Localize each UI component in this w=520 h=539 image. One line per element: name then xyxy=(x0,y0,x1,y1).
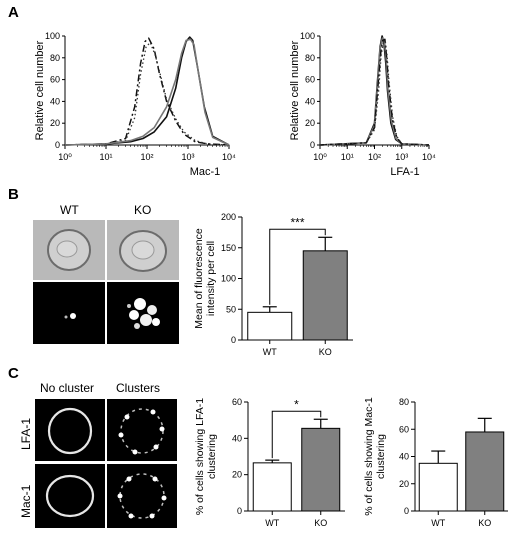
x-tick-label: 10⁴ xyxy=(222,152,236,162)
x-tick-label: KO xyxy=(314,518,327,528)
significance-label: * xyxy=(294,397,299,411)
y-tick-label: 0 xyxy=(310,140,315,150)
x-tick-label: 10⁰ xyxy=(58,152,72,162)
significance-bracket xyxy=(269,228,326,305)
x-axis-label: Mac-1 xyxy=(190,166,221,178)
micrograph-col-label-clusters: Clusters xyxy=(116,381,161,395)
micrograph-label-ko: KO xyxy=(134,203,152,217)
bar-ko xyxy=(302,250,348,341)
y-axis-label: % of cells showing LFA-1clustering xyxy=(194,398,218,515)
y-tick-label: 0 xyxy=(231,335,236,345)
significance-label: *** xyxy=(290,215,304,229)
panel-letter-b: B xyxy=(8,186,19,203)
bar-wt xyxy=(252,462,292,512)
micrograph-c-mac1-clusters xyxy=(107,464,177,528)
bar-chart-lfa1-clustering: 0 20 40 60 WT KO * % of cells showing LFA-1clus… xyxy=(194,397,345,528)
x-tick-label: WT xyxy=(265,518,279,528)
micrograph-b-brightfield-wt xyxy=(33,220,105,280)
series-line-4 xyxy=(64,38,230,146)
micrograph-col-label-no-cluster: No cluster xyxy=(40,381,95,395)
x-tick-label: 10³ xyxy=(181,152,194,162)
significance-bracket xyxy=(271,410,322,459)
y-axis-label: Relative cell number xyxy=(289,40,301,140)
series-line-3 xyxy=(319,38,430,146)
x-tick-label: KO xyxy=(478,518,491,528)
y-tick-label: 100 xyxy=(45,31,60,41)
micrograph-b-brightfield-ko xyxy=(107,220,179,280)
bar-wt xyxy=(418,462,458,512)
x-tick-label: KO xyxy=(319,347,332,357)
micrograph-label-wt: WT xyxy=(60,203,79,217)
y-tick-label: 20 xyxy=(305,118,315,128)
x-tick-label: WT xyxy=(263,347,277,357)
y-axis-label: % of cells showing Mac-1clustering xyxy=(363,397,387,516)
panel-letter-c: C xyxy=(8,365,19,382)
x-tick-label: 10² xyxy=(368,152,381,162)
y-tick-label: 50 xyxy=(226,304,236,314)
y-axis-label: Relative cell number xyxy=(34,40,46,140)
y-tick-label: 80 xyxy=(50,53,60,63)
x-tick-label: WT xyxy=(431,518,445,528)
series-line-1 xyxy=(64,37,230,146)
series-line-3 xyxy=(64,36,230,146)
y-tick-label: 60 xyxy=(399,424,409,434)
x-tick-label: 10⁰ xyxy=(313,152,327,162)
bar-ko xyxy=(301,427,341,512)
y-tick-label: 40 xyxy=(399,452,409,462)
x-tick-label: 10¹ xyxy=(99,152,112,162)
micrograph-b-fluorescence-wt xyxy=(33,282,105,344)
micrograph-c-lfa1-clusters xyxy=(107,399,177,461)
y-tick-label: 0 xyxy=(404,506,409,516)
y-tick-label: 20 xyxy=(50,118,60,128)
series-line-2 xyxy=(64,41,230,146)
panel-letter-a: A xyxy=(8,4,19,21)
y-tick-label: 40 xyxy=(232,433,242,443)
y-tick-label: 0 xyxy=(55,140,60,150)
y-tick-label: 0 xyxy=(237,506,242,516)
y-tick-label: 20 xyxy=(232,470,242,480)
y-tick-label: 20 xyxy=(399,479,409,489)
micrograph-b-fluorescence-ko xyxy=(107,282,179,344)
y-tick-label: 80 xyxy=(399,397,409,407)
y-tick-label: 200 xyxy=(221,212,236,222)
micrograph-c-mac1-no-cluster xyxy=(35,464,105,528)
micrograph-c-lfa1-no-cluster xyxy=(35,399,105,461)
x-tick-label: 10³ xyxy=(395,152,408,162)
bar-chart-fluorescence: 0 50 100 150 200 WT KO *** Mean of fluorescencei… xyxy=(193,212,353,357)
y-tick-label: 100 xyxy=(300,31,315,41)
series-line-4 xyxy=(319,40,430,146)
y-axis-label: Mean of fluorescenceintensity per cell xyxy=(193,228,217,329)
x-axis-label: LFA-1 xyxy=(390,166,419,178)
x-tick-label: 10⁴ xyxy=(422,152,436,162)
y-tick-label: 150 xyxy=(221,243,236,253)
y-tick-label: 60 xyxy=(305,75,315,85)
y-tick-label: 40 xyxy=(305,96,315,106)
x-tick-label: 10² xyxy=(140,152,153,162)
bar-wt xyxy=(247,311,293,341)
y-tick-label: 60 xyxy=(232,397,242,407)
y-tick-label: 40 xyxy=(50,96,60,106)
bar-ko xyxy=(465,431,505,512)
y-tick-label: 80 xyxy=(305,53,315,63)
micrograph-row-label-mac1: Mac-1 xyxy=(19,484,33,518)
micrograph-row-label-lfa1: LFA-1 xyxy=(19,417,33,450)
y-tick-label: 60 xyxy=(50,75,60,85)
y-tick-label: 100 xyxy=(221,274,236,284)
bar-chart-mac1-clustering: 0 20 40 60 80 WT KO % of cells showing Mac-1clu… xyxy=(363,397,508,528)
x-tick-label: 10¹ xyxy=(341,152,354,162)
